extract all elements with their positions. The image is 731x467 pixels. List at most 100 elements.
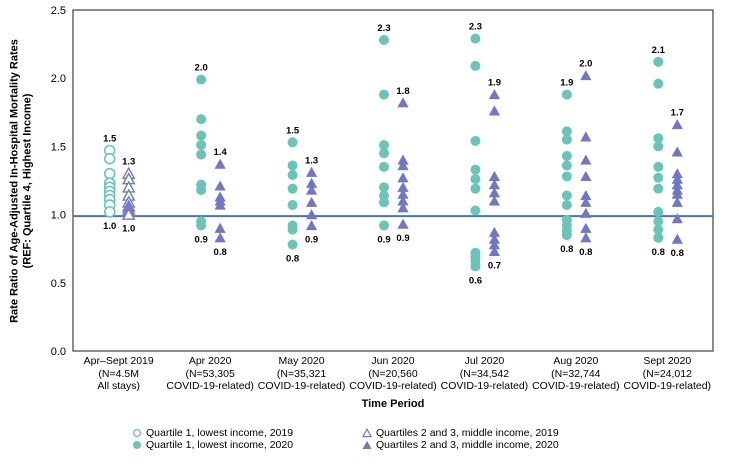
y-tick-label: 2.5 — [51, 5, 66, 17]
x-axis-category-label: Jun 2020 (N=20,560 COVID-19-related) — [328, 355, 458, 393]
max-value-label: 1.5 — [286, 125, 300, 136]
data-point-triangle — [305, 166, 318, 177]
max-value-label: 2.0 — [579, 58, 592, 69]
data-point-triangle — [671, 173, 683, 184]
category-label-line: COVID-19-related) — [257, 380, 346, 392]
data-point-triangle — [671, 168, 683, 179]
data-point-triangle — [305, 177, 318, 188]
min-value-label: 0.8 — [579, 247, 592, 258]
data-point-circle — [653, 78, 664, 89]
min-value-label: 0.9 — [396, 233, 409, 244]
min-value-label: 0.8 — [286, 254, 299, 265]
y-tick-label: 0.5 — [51, 278, 66, 290]
y-axis-title: Rate Ratio of Age-Adjusted In-Hospital M… — [9, 9, 37, 354]
data-point-triangle — [121, 207, 136, 220]
filled-triangle-icon — [362, 440, 372, 449]
category-label-line: (N=20,560 — [368, 367, 418, 380]
data-point-circle — [653, 206, 664, 217]
data-point-circle — [287, 239, 298, 250]
max-value-label: 1.3 — [305, 155, 318, 166]
category-label-line: Jul 2020 — [464, 355, 505, 367]
data-point-triangle — [488, 89, 501, 100]
data-point-triangle — [397, 172, 409, 183]
data-point-triangle — [580, 69, 592, 81]
data-point-triangle — [214, 199, 226, 210]
min-value-label: 0.8 — [652, 247, 665, 258]
data-point-triangle — [397, 202, 409, 213]
data-point-circle — [379, 161, 389, 172]
data-point-triangle — [488, 195, 501, 206]
data-point-triangle — [671, 233, 683, 244]
x-axis-category-label: Jul 2020 (N=34,542 COVID-19-related) — [419, 355, 549, 393]
data-point-triangle — [488, 226, 501, 237]
legend-label: Quartile 1, lowest income, 2020 — [146, 439, 294, 451]
data-point-triangle — [397, 218, 409, 229]
data-point-circle — [561, 126, 572, 137]
data-point-triangle — [580, 131, 592, 142]
y-tick-label: 1.5 — [51, 141, 66, 153]
data-point-triangle — [214, 232, 226, 243]
category-label-line: COVID-19-related) — [532, 380, 620, 392]
data-point-triangle — [580, 190, 592, 201]
data-point-circle — [561, 200, 572, 211]
data-point-circle — [561, 160, 572, 171]
data-point-circle — [470, 205, 481, 216]
x-axis-category-label: Apr 2020 (N=53,305 COVID-19-related) — [145, 355, 275, 393]
data-point-circle — [653, 133, 664, 144]
data-point-circle — [287, 200, 298, 211]
min-value-label: 0.7 — [488, 260, 501, 271]
data-point-triangle — [580, 207, 592, 218]
data-point-circle — [653, 224, 664, 235]
min-value-label: 0.9 — [377, 235, 390, 246]
data-point-circle — [379, 197, 389, 208]
data-point-circle — [196, 74, 207, 85]
data-point-circle — [379, 140, 389, 151]
category-label-line: (N=24,012 — [642, 367, 692, 380]
filled-circle-icon — [133, 441, 141, 449]
category-label-line: Apr 2020 — [188, 355, 232, 367]
plot-frame — [72, 9, 714, 352]
data-point-circle — [379, 35, 389, 46]
data-point-triangle — [397, 154, 409, 165]
category-label-line: COVID-19-related) — [166, 380, 254, 392]
data-point-circle — [196, 140, 207, 151]
y-axis-title-line2: (REF: Quartile 4, Highest Income) — [21, 93, 34, 269]
min-value-label: 0.8 — [671, 248, 684, 259]
data-point-circle — [287, 137, 298, 148]
data-point-circle — [561, 89, 572, 100]
min-value-label: 0.9 — [195, 235, 208, 246]
data-point-circle — [287, 183, 298, 194]
data-point-circle — [379, 182, 389, 193]
data-point-circle — [196, 149, 207, 160]
data-point-circle — [470, 261, 481, 272]
min-value-label: 0.9 — [305, 235, 318, 246]
data-point-circle — [470, 183, 481, 194]
data-point-circle — [561, 150, 572, 161]
max-value-label: 2.3 — [377, 23, 390, 34]
data-point-triangle — [580, 170, 592, 182]
data-point-circle — [103, 206, 116, 218]
data-point-triangle — [488, 233, 501, 244]
data-point-triangle — [580, 222, 592, 233]
data-point-circle — [287, 224, 298, 235]
open-triangle-icon — [362, 428, 372, 438]
data-point-triangle — [397, 97, 409, 108]
category-label-line: COVID-19-related) — [349, 380, 437, 392]
max-value-label: 1.8 — [396, 86, 409, 97]
data-point-triangle — [397, 181, 409, 192]
category-label-line: Aug 2020 — [553, 355, 599, 367]
data-point-triangle — [671, 119, 683, 130]
category-label-line: Apr–Sept 2019 — [83, 355, 154, 367]
data-point-triangle — [580, 196, 592, 207]
category-label-line: (N=35,321 — [276, 367, 327, 380]
max-value-label: 2.3 — [469, 22, 482, 33]
min-value-label: 0.8 — [214, 247, 227, 258]
legend-item-q23-2019: Quartiles 2 and 3, middle income, 2019 — [362, 427, 559, 439]
data-point-circle — [379, 148, 389, 159]
category-label-line: COVID-19-related) — [623, 380, 712, 392]
legend-label: Quartiles 2 and 3, middle income, 2020 — [376, 439, 559, 451]
data-point-circle — [561, 230, 572, 241]
data-point-circle — [103, 152, 116, 165]
data-point-circle — [103, 167, 116, 180]
data-point-circle — [653, 183, 664, 194]
